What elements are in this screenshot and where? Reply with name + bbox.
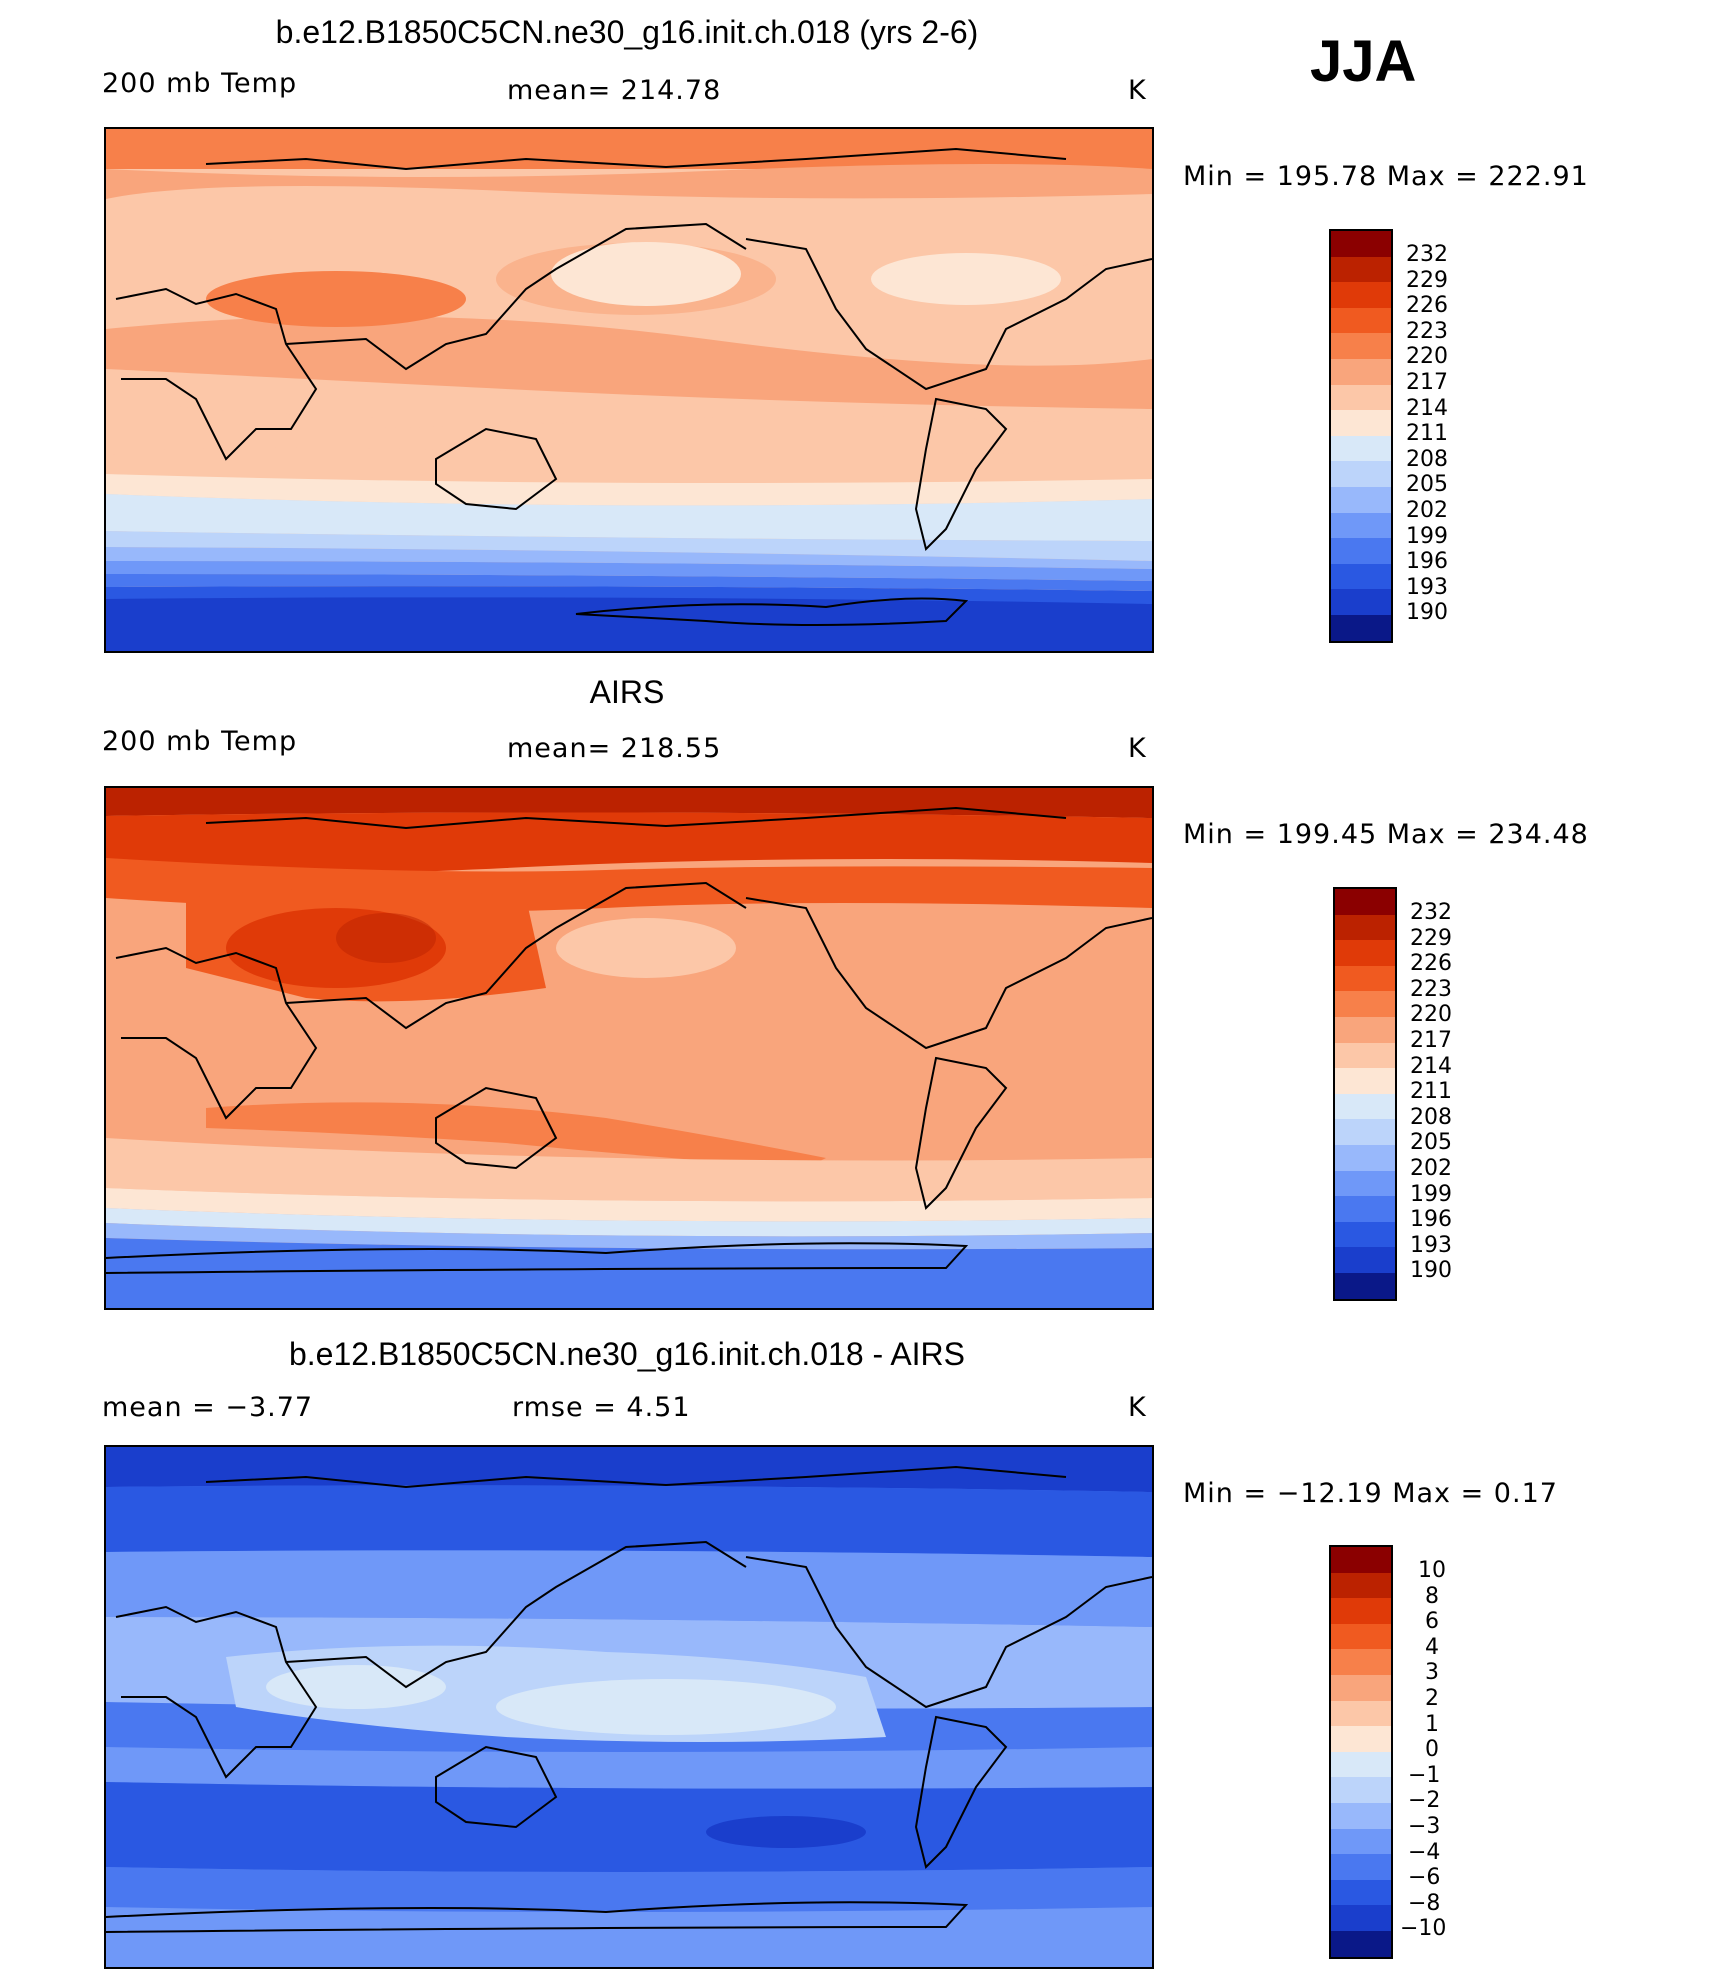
cbar-tick: 190 [1406,600,1448,625]
cbar-tick: 196 [1410,1207,1452,1232]
cbar-tick: −6 [1408,1865,1441,1890]
panel1-title: b.e12.B1850C5CN.ne30_g16.init.ch.018 (yr… [275,14,979,50]
cbar-tick: 220 [1406,344,1448,369]
cbar-tick: 208 [1406,447,1448,472]
cbar-tick: −8 [1408,1891,1441,1916]
panel1-mean-label: mean= 214.78 [507,75,722,106]
panel3-units: K [1128,1392,1147,1423]
cbar-tick: 223 [1410,977,1452,1002]
cbar-tick: 8 [1425,1584,1439,1609]
cbar-tick: 199 [1410,1182,1452,1207]
cbar-tick: 1 [1425,1712,1439,1737]
cbar-tick: 0 [1425,1737,1439,1762]
panel2-title: AIRS [589,674,665,710]
panel2-minmax: Min = 199.45 Max = 234.48 [1183,819,1589,850]
cbar-tick: 190 [1410,1258,1452,1283]
panel1-minmax: Min = 195.78 Max = 222.91 [1183,161,1589,192]
cbar-tick: 223 [1406,319,1448,344]
panel2-mean-label: mean= 218.55 [507,733,722,764]
panel1-colorbar [1329,229,1393,643]
panel3-rmse-label: rmse = 4.51 [512,1392,691,1423]
panel3-colorbar [1329,1545,1393,1959]
panel2-units: K [1128,733,1147,764]
cbar-tick: 226 [1410,951,1452,976]
cbar-tick: 4 [1425,1635,1439,1660]
cbar-tick: 229 [1410,926,1452,951]
cbar-tick: 211 [1410,1079,1452,1104]
cbar-tick: 232 [1406,242,1448,267]
cbar-tick: 220 [1410,1002,1452,1027]
cbar-tick: 196 [1406,549,1448,574]
panel1-map [104,127,1154,653]
cbar-tick: −2 [1408,1788,1441,1813]
cbar-tick: 199 [1406,524,1448,549]
cbar-tick: 211 [1406,421,1448,446]
cbar-tick: 232 [1410,900,1452,925]
panel1-units: K [1128,75,1147,106]
panel3-map [104,1445,1154,1969]
cbar-tick: 205 [1410,1130,1452,1155]
panel2-left-label: 200 mb Temp [102,726,298,757]
panel3-title: b.e12.B1850C5CN.ne30_g16.init.ch.018 - A… [288,1336,965,1372]
cbar-tick: 226 [1406,293,1448,318]
cbar-tick: −4 [1408,1840,1441,1865]
cbar-tick: 208 [1410,1105,1452,1130]
cbar-tick: 229 [1406,268,1448,293]
cbar-tick: 202 [1410,1156,1452,1181]
panel2-map [104,786,1154,1310]
cbar-tick: 10 [1418,1558,1446,1583]
cbar-tick: 193 [1410,1233,1452,1258]
cbar-tick: 214 [1406,396,1448,421]
panel2-colorbar [1333,887,1397,1301]
cbar-tick: 217 [1410,1028,1452,1053]
panel3-mean-label: mean = −3.77 [102,1392,314,1423]
cbar-tick: −3 [1408,1814,1441,1839]
cbar-tick: 217 [1406,370,1448,395]
panel1-left-label: 200 mb Temp [102,68,298,99]
cbar-tick: 193 [1406,575,1448,600]
cbar-tick: 214 [1410,1054,1452,1079]
cbar-tick: 3 [1425,1660,1439,1685]
cbar-tick: 6 [1425,1609,1439,1634]
cbar-tick: 202 [1406,498,1448,523]
cbar-tick: 2 [1425,1686,1439,1711]
cbar-tick: −1 [1408,1763,1441,1788]
cbar-tick: 205 [1406,472,1448,497]
cbar-tick: −10 [1400,1916,1447,1941]
season-label: JJA [1310,29,1417,94]
panel3-minmax: Min = −12.19 Max = 0.17 [1183,1478,1558,1509]
